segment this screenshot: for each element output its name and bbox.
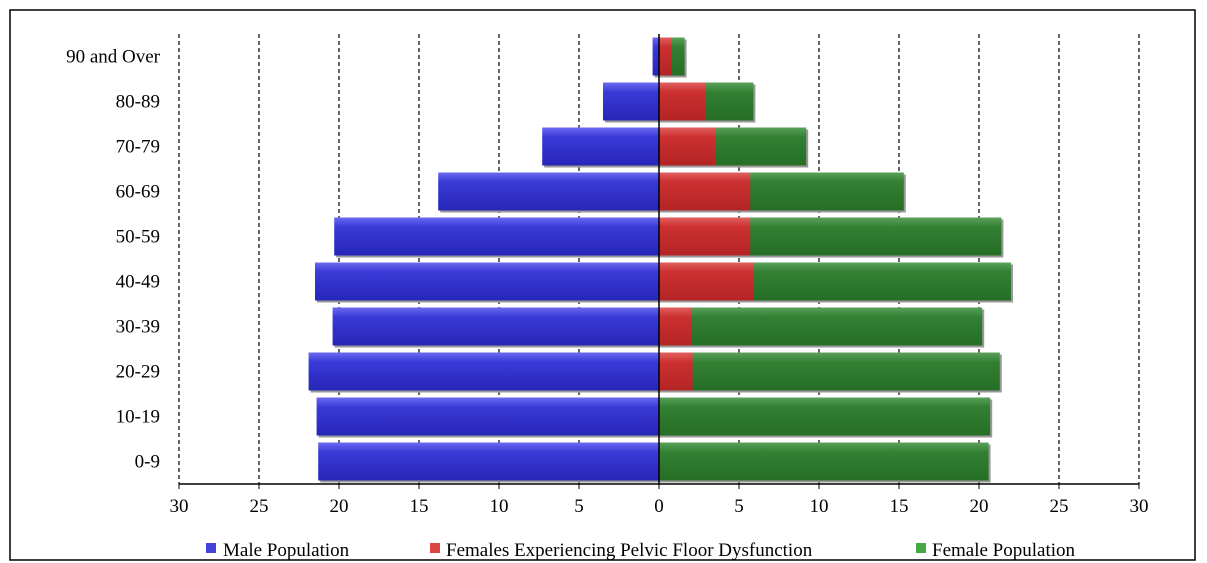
- legend-label-pfd: Females Experiencing Pelvic Floor Dysfun…: [446, 540, 813, 561]
- bar-male-60-69: [438, 172, 659, 211]
- bar-pfd-60-69: [659, 172, 751, 211]
- x-tick-label: 25: [250, 496, 269, 517]
- legend-swatch-female: [916, 543, 926, 553]
- x-tick-label: 10: [490, 496, 509, 517]
- bar-male-70-79: [542, 127, 659, 166]
- legend: Male Population Females Experiencing Pel…: [206, 540, 1076, 561]
- x-tick-label: 20: [970, 496, 989, 517]
- y-tick-label: 80-89: [116, 92, 160, 113]
- x-tick-label: 10: [810, 496, 829, 517]
- legend-label-male: Male Population: [223, 540, 350, 561]
- bar-female-20-29: [659, 352, 1000, 391]
- bar-male-30-39: [332, 307, 659, 346]
- bar-pfd-70-79: [659, 127, 715, 166]
- bar-pfd-80-89: [659, 82, 706, 121]
- bar-female-0-9: [659, 442, 989, 481]
- bar-male-90 and Over: [652, 37, 659, 76]
- y-tick-label: 70-79: [116, 137, 160, 158]
- x-axis-ticks: 30 25 20 15 10 5 0 5 10 15 20 25 30: [170, 484, 1149, 517]
- x-tick-label: 15: [410, 496, 429, 517]
- bar-female-10-19: [659, 397, 991, 436]
- y-tick-label: 20-29: [116, 362, 160, 383]
- bar-male-50-59: [334, 217, 659, 256]
- bar-pfd-40-49: [659, 262, 754, 301]
- x-tick-label: 30: [1130, 496, 1149, 517]
- x-tick-label: 30: [170, 496, 189, 517]
- bars: [308, 37, 1013, 483]
- bar-pfd-90 and Over: [659, 37, 672, 76]
- plot-frame: [9, 9, 1196, 561]
- x-tick-label: 5: [574, 496, 584, 517]
- y-axis-ticks: 0-9 10-19 20-29 30-39 40-49 50-59 60-69 70-79 80…: [66, 47, 161, 473]
- bar-male-80-89: [603, 82, 659, 121]
- y-tick-label: 10-19: [116, 407, 160, 428]
- legend-label-female: Female Population: [932, 540, 1076, 561]
- bar-male-0-9: [318, 442, 659, 481]
- y-tick-label: 90 and Over: [66, 47, 161, 68]
- x-tick-label: 0: [654, 496, 664, 517]
- y-tick-label: 0-9: [135, 452, 160, 473]
- bar-male-40-49: [315, 262, 659, 301]
- legend-swatch-pfd: [430, 543, 440, 553]
- x-tick-label: 15: [890, 496, 909, 517]
- x-tick-label: 20: [330, 496, 349, 517]
- legend-swatch-male: [206, 543, 216, 553]
- x-tick-label: 25: [1050, 496, 1069, 517]
- y-tick-label: 30-39: [116, 317, 160, 338]
- y-tick-label: 50-59: [116, 227, 160, 248]
- bar-pfd-20-29: [659, 352, 693, 391]
- bar-male-20-29: [308, 352, 659, 391]
- bar-pfd-50-59: [659, 217, 751, 256]
- x-tick-label: 5: [734, 496, 744, 517]
- bar-male-10-19: [316, 397, 659, 436]
- y-tick-label: 60-69: [116, 182, 160, 203]
- y-tick-label: 40-49: [116, 272, 160, 293]
- bar-pfd-30-39: [659, 307, 691, 346]
- bar-female-30-39: [659, 307, 983, 346]
